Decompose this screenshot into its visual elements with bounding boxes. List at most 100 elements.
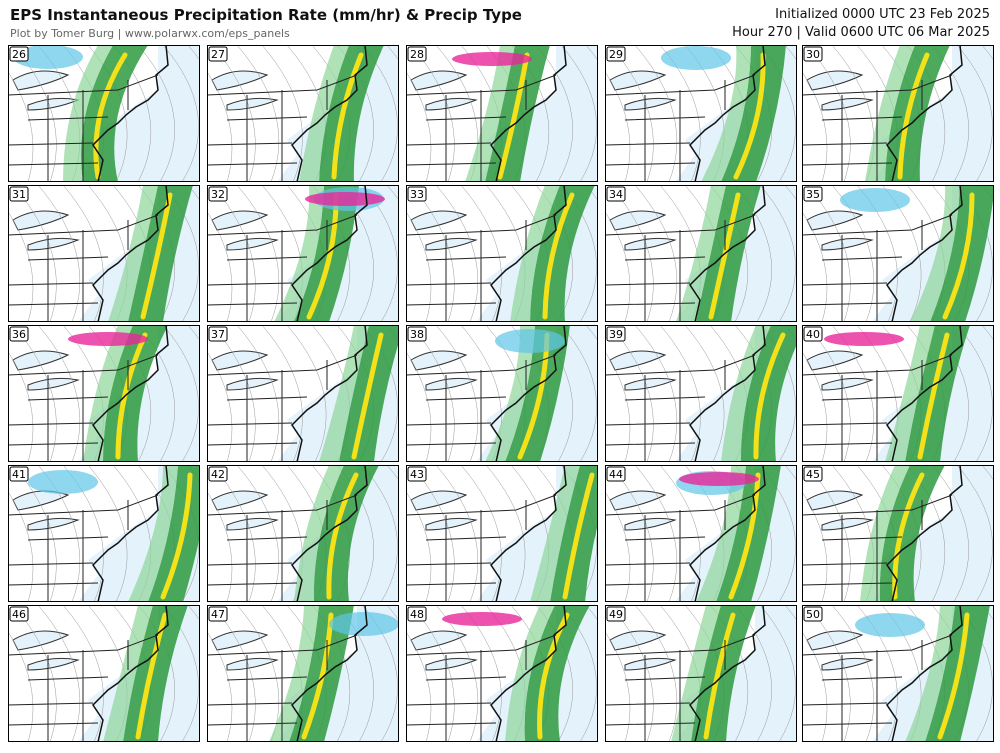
precip-green bbox=[128, 185, 193, 322]
map-panel: 41 bbox=[8, 465, 200, 602]
panel-frame bbox=[207, 325, 399, 462]
coastline bbox=[689, 45, 766, 182]
borders bbox=[605, 74, 756, 182]
borders bbox=[802, 214, 953, 322]
lake bbox=[211, 70, 279, 111]
isobar bbox=[87, 465, 128, 602]
initialized: Initialized 0000 UTC 23 Feb 2025 bbox=[775, 7, 990, 22]
member-label: 31 bbox=[12, 188, 26, 201]
isobar bbox=[931, 45, 969, 182]
coastline bbox=[886, 185, 963, 322]
map-panel: 39 bbox=[605, 325, 797, 462]
coastline bbox=[490, 185, 567, 322]
coastline bbox=[291, 465, 368, 602]
panel-frame bbox=[8, 605, 200, 742]
precip-light bbox=[510, 185, 560, 322]
map-panel: 48 bbox=[406, 605, 598, 742]
isobar bbox=[406, 351, 432, 462]
precip-light bbox=[485, 325, 535, 462]
isobar bbox=[62, 605, 104, 742]
isobar bbox=[659, 465, 701, 602]
lake bbox=[806, 630, 874, 671]
label-box bbox=[407, 466, 427, 482]
borders bbox=[406, 214, 557, 322]
panel-frame bbox=[605, 325, 797, 462]
precip-green bbox=[930, 185, 994, 322]
member-label: 41 bbox=[12, 468, 26, 481]
map-panel: 32 bbox=[207, 185, 399, 322]
lake bbox=[211, 630, 279, 671]
coastline bbox=[291, 45, 368, 182]
isobar bbox=[560, 325, 597, 462]
isobar bbox=[605, 491, 631, 602]
panel-frame bbox=[605, 465, 797, 602]
map-panel: 38 bbox=[406, 325, 598, 462]
borders bbox=[802, 354, 953, 462]
borders bbox=[207, 214, 358, 322]
isobar bbox=[485, 465, 526, 602]
isobar bbox=[460, 465, 502, 602]
coastline bbox=[291, 185, 368, 322]
borders bbox=[207, 74, 358, 182]
precip-heavy bbox=[708, 192, 741, 320]
isobar bbox=[931, 465, 969, 602]
map-panel: 50 bbox=[802, 605, 994, 742]
lake bbox=[609, 490, 677, 531]
isobar bbox=[956, 465, 993, 602]
valid-time: Hour 270 | Valid 0600 UTC 06 Mar 2025 bbox=[732, 25, 990, 40]
label-box bbox=[606, 46, 626, 62]
precip-snow bbox=[329, 612, 399, 636]
isobar bbox=[634, 325, 678, 462]
borders bbox=[802, 74, 953, 182]
lake bbox=[12, 490, 80, 531]
panel-frame bbox=[802, 605, 994, 742]
precip-heavy bbox=[753, 332, 786, 460]
map-panel: 42 bbox=[207, 465, 399, 602]
isobar bbox=[137, 45, 175, 182]
label-box bbox=[606, 326, 626, 342]
isobar bbox=[435, 185, 479, 322]
isobar bbox=[207, 351, 233, 462]
isobar bbox=[8, 631, 34, 742]
precip-light bbox=[910, 185, 960, 322]
member-label: 47 bbox=[211, 608, 225, 621]
lake bbox=[12, 630, 80, 671]
isobar bbox=[605, 211, 631, 322]
precip-green bbox=[123, 605, 188, 742]
precip-snow bbox=[28, 470, 98, 494]
precip-light bbox=[671, 605, 721, 742]
borders bbox=[605, 494, 756, 602]
precip-light bbox=[905, 605, 955, 742]
precip-heavy bbox=[497, 52, 530, 180]
lake bbox=[609, 630, 677, 671]
isobar bbox=[207, 631, 233, 742]
panel-frame bbox=[802, 45, 994, 182]
coastline bbox=[490, 605, 567, 742]
isobar bbox=[207, 71, 233, 182]
map-panel: 44 bbox=[605, 465, 797, 602]
label-box bbox=[208, 46, 228, 62]
label-box bbox=[606, 186, 626, 202]
isobar bbox=[236, 45, 280, 182]
lake bbox=[410, 70, 478, 111]
isobar bbox=[361, 465, 398, 602]
precip-heavy bbox=[160, 472, 193, 600]
coastline bbox=[490, 45, 567, 182]
map-panel: 30 bbox=[802, 45, 994, 182]
isobar bbox=[406, 491, 432, 602]
label-box bbox=[9, 46, 29, 62]
precip-heavy bbox=[942, 192, 975, 320]
panel-frame bbox=[207, 465, 399, 602]
coastline bbox=[92, 325, 169, 462]
isobar bbox=[956, 45, 993, 182]
precip-green bbox=[505, 325, 570, 462]
member-label: 38 bbox=[410, 328, 424, 341]
label-box bbox=[407, 186, 427, 202]
map-panel: 34 bbox=[605, 185, 797, 322]
isobar bbox=[759, 605, 796, 742]
borders bbox=[802, 634, 953, 742]
isobar bbox=[435, 465, 479, 602]
credit: Plot by Tomer Burg | www.polarwx.com/eps… bbox=[10, 27, 290, 40]
isobar bbox=[406, 211, 432, 322]
isobar bbox=[236, 325, 280, 462]
